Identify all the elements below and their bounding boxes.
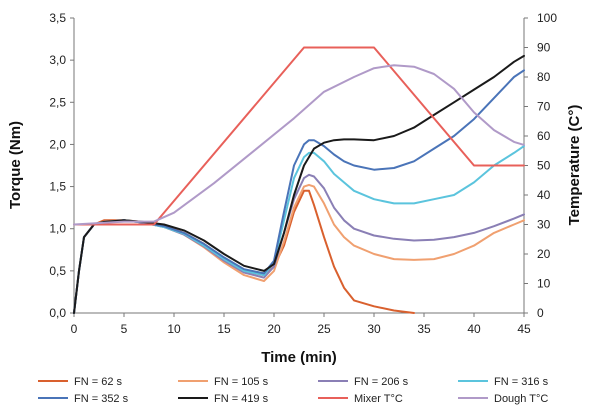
x-tick-label: 45 — [517, 322, 531, 336]
y-right-tick-label: 70 — [537, 100, 551, 114]
y-right-tick-label: 90 — [537, 41, 551, 55]
x-tick-label: 20 — [267, 322, 281, 336]
x-tick-label: 40 — [467, 322, 481, 336]
y-left-tick-label: 1,5 — [49, 180, 66, 194]
legend-label: FN = 316 s — [494, 376, 549, 388]
y-right-tick-label: 40 — [537, 188, 551, 202]
y-right-tick-label: 30 — [537, 218, 551, 232]
y-left-tick-label: 2,0 — [49, 137, 66, 151]
series-line-8 — [73, 64, 525, 226]
y-left-tick-label: 3,5 — [49, 11, 66, 25]
y-left-tick-label: 2,5 — [49, 95, 66, 109]
legend-label: Mixer T°C — [354, 393, 403, 405]
x-tick-label: 35 — [417, 322, 431, 336]
series-line-1 — [73, 189, 415, 314]
legend: FN = 62 s FN = 105 s FN = 206 s FN = 316 s F… — [38, 376, 549, 405]
y-right-tick-label: 100 — [537, 11, 557, 25]
legend-label: Dough T°C — [494, 393, 548, 405]
series-line-2 — [73, 183, 525, 314]
x-tick-label: 0 — [71, 322, 78, 336]
series-line-5 — [73, 69, 525, 314]
x-tick-label: 5 — [121, 322, 128, 336]
x-tick-label: 25 — [317, 322, 331, 336]
x-axis-title: Time (min) — [261, 349, 337, 366]
y-left-tick-label: 1,0 — [49, 222, 66, 236]
legend-label: FN = 352 s — [74, 393, 129, 405]
series-line-6 — [73, 54, 525, 314]
y-axis-right-title: Temperature (C°) — [566, 105, 583, 226]
series-line-7 — [73, 46, 525, 226]
x-tick-label: 15 — [217, 322, 231, 336]
legend-label: FN = 62 s — [74, 376, 122, 388]
y-right-tick-label: 60 — [537, 129, 551, 143]
y-right-tick-label: 80 — [537, 70, 551, 84]
ticks: 0 5 10 15 20 25 30 35 40 45 0,0 0,5 1,0 1,5 2,0 2,5 3,0 3… — [49, 11, 557, 336]
y-right-tick-label: 10 — [537, 277, 551, 291]
y-right-tick-label: 0 — [537, 306, 544, 320]
series-line-4 — [73, 145, 525, 314]
y-left-tick-label: 3,0 — [49, 53, 66, 67]
legend-label: FN = 419 s — [214, 393, 269, 405]
y-right-tick-label: 50 — [537, 159, 551, 173]
y-axis-left-title: Torque (Nm) — [7, 121, 24, 209]
y-left-tick-label: 0,0 — [49, 306, 66, 320]
y-left-tick-label: 0,5 — [49, 264, 66, 278]
legend-label: FN = 206 s — [354, 376, 409, 388]
plot-area — [73, 46, 525, 314]
x-tick-label: 30 — [367, 322, 381, 336]
x-tick-label: 10 — [167, 322, 181, 336]
legend-label: FN = 105 s — [214, 376, 269, 388]
y-right-tick-label: 20 — [537, 247, 551, 261]
